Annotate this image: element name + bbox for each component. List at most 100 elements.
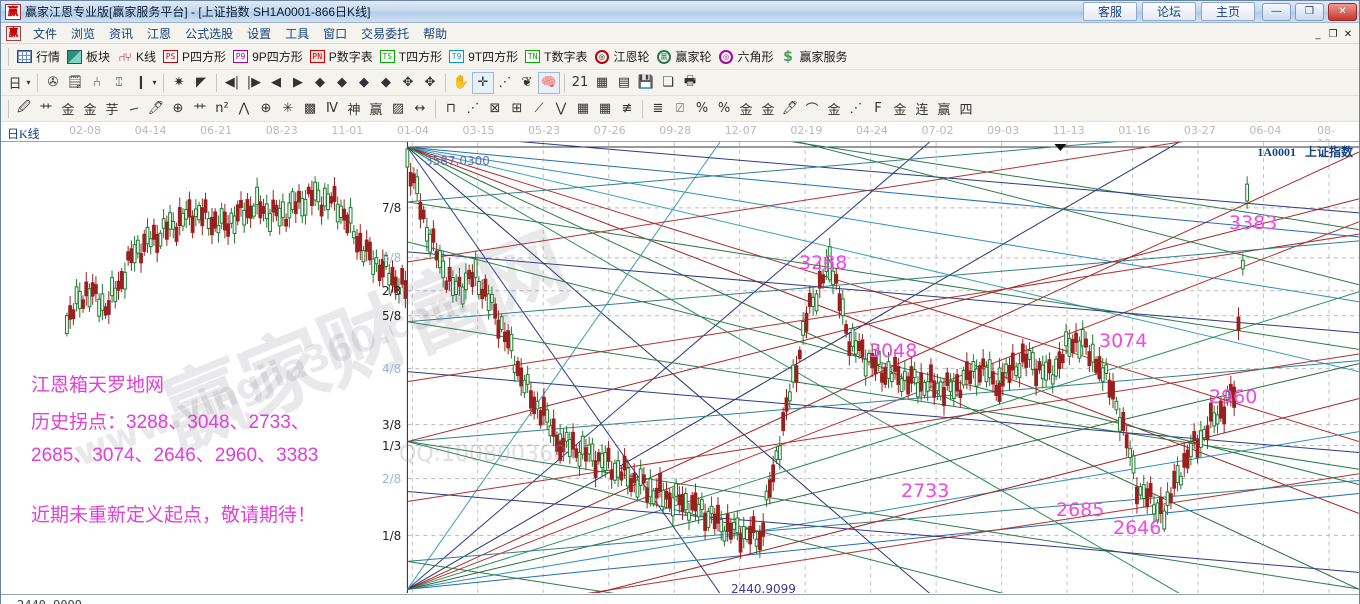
shen-icon[interactable]: 神 (347, 103, 361, 118)
save-icon[interactable]: 💾 (637, 75, 655, 90)
next-icon[interactable]: ▶ (293, 75, 303, 90)
homepage-button[interactable]: 主页 (1201, 2, 1255, 21)
toolbar-p-number-table[interactable]: PN P数字表 (306, 46, 376, 68)
zigzag-icon[interactable]: ⋁ (555, 101, 567, 116)
fan-square-icon[interactable]: ⊞ (511, 101, 523, 116)
formula-edit-icon[interactable]: ✷ (173, 75, 185, 90)
restore-button[interactable]: ❐ (1295, 2, 1324, 21)
single-bar-icon[interactable]: ❙ (135, 75, 147, 90)
ying-icon[interactable]: 赢 (369, 103, 383, 118)
toolbar-winner-wheel[interactable]: 赢赢家轮 (652, 46, 714, 68)
si-level-icon[interactable]: 四 (959, 103, 973, 118)
menu-window[interactable]: 窗口 (323, 26, 348, 41)
brain-analysis-icon[interactable]: 🧠 (538, 71, 560, 94)
toolbar-9p-square[interactable]: P9 9P四方形 (229, 46, 306, 68)
menu-formula-stock-pick[interactable]: 公式选股 (185, 26, 234, 41)
menu-news[interactable]: 资讯 (109, 26, 134, 41)
pen-draw-icon[interactable]: 🖉 (17, 99, 31, 115)
zoom-fit-icon[interactable]: ✥ (402, 75, 414, 90)
indicator-overlay-icon[interactable]: ✇ (47, 75, 59, 90)
angle-lines-icon[interactable]: ⋀ (238, 101, 250, 116)
toolbar-winner-service[interactable]: $ 赢家服务 (777, 46, 851, 68)
menu-trade-order[interactable]: 交易委托 (361, 26, 410, 41)
calendar-period-icon[interactable]: 日 (8, 77, 22, 92)
crosshair-icon[interactable]: ✛ (472, 71, 494, 94)
mdi-restore-button[interactable]: ❐ (1328, 29, 1338, 40)
menu-settings[interactable]: 设置 (247, 26, 272, 41)
hand-pan-icon[interactable]: ✋ (452, 75, 470, 90)
box-grid-icon[interactable]: ▩ (303, 101, 317, 116)
chevron-down-icon[interactable]: ▾ (152, 78, 157, 87)
trend-line-icon[interactable]: ⟋ (534, 101, 544, 116)
gann-gold-2-icon[interactable]: 金 (83, 103, 97, 118)
measure-icon[interactable]: ↔ (414, 101, 426, 116)
levels-icon[interactable]: ≣ (652, 101, 664, 116)
copy-icon[interactable]: ❏ (662, 75, 674, 90)
customer-service-button[interactable]: 客服 (1083, 2, 1137, 21)
fan-red-icon[interactable]: ⋰ (466, 101, 480, 116)
calendar-icon[interactable]: 21 (571, 75, 589, 90)
toolbar-gann-wheel[interactable]: ◎ 江恩轮 (590, 46, 652, 68)
ladder-icon[interactable]: 艹 (193, 103, 207, 118)
slash-level-icon[interactable]: ⋰ (849, 101, 863, 116)
toolbar-kline[interactable]: ⑁⑂ K线 (113, 46, 159, 68)
toolbar-t-square[interactable]: TS T四方形 (376, 46, 445, 68)
target-circle-icon[interactable]: ⊕ (260, 101, 272, 116)
arch-icon[interactable]: ⌒ (805, 103, 819, 118)
pen-red-icon[interactable]: 🖊 (781, 101, 799, 116)
grid-a-icon[interactable]: ▦ (576, 101, 590, 116)
ying-level-icon[interactable]: 赢 (937, 103, 951, 118)
percent-line-icon[interactable]: % (717, 101, 731, 116)
menu-gann[interactable]: 江恩 (147, 26, 172, 41)
zoom-right-icon[interactable]: ◆ (337, 75, 347, 90)
last-page-icon[interactable]: |▶ (246, 75, 262, 90)
toolbar-quotes[interactable]: 行情 (13, 46, 63, 68)
color-chart-icon[interactable]: ◤ (196, 75, 206, 90)
pen-arrow-icon[interactable]: 🖊 (147, 101, 165, 116)
percent-fan-icon[interactable]: ⍁ (676, 101, 684, 116)
toolbar-p-square[interactable]: PS P四方形 (159, 46, 229, 68)
percent-icon[interactable]: % (695, 101, 709, 116)
gold-level-icon[interactable]: 金 (893, 103, 907, 118)
print-icon[interactable]: 🖶 (683, 73, 697, 89)
menu-browse[interactable]: 浏览 (71, 26, 96, 41)
gann-grid-icon[interactable]: 艹 (39, 103, 53, 118)
box-frame-icon[interactable]: ⊓ (445, 101, 457, 116)
calculator-icon[interactable]: ▦ (595, 75, 609, 90)
menu-help[interactable]: 帮助 (423, 26, 448, 41)
chart-canvas[interactable]: 1A0001 上证指数 赢家财富网 www.yingjia360.com QQ:… (1, 142, 1359, 594)
zoom-in-icon[interactable]: ◆ (359, 75, 369, 90)
toolbar-9t-square[interactable]: T9 9T四方形 (445, 46, 521, 68)
close-button[interactable]: ✕ (1328, 2, 1357, 21)
minimize-button[interactable]: — (1262, 2, 1291, 21)
n-squared-icon[interactable]: n² (215, 101, 229, 116)
mesh-icon[interactable]: ▨ (391, 101, 405, 116)
circle-grid-icon[interactable]: ⊕ (172, 101, 184, 116)
gold-line-icon[interactable]: 金 (761, 103, 775, 118)
menu-tools[interactable]: 工具 (285, 26, 310, 41)
mdi-close-button[interactable]: ✕ (1343, 29, 1353, 40)
prev-icon[interactable]: ◀ (271, 75, 281, 90)
draw-line-icon[interactable]: ⋰ (498, 75, 512, 90)
gann-fan-grid-icon[interactable]: 芋 (105, 103, 119, 118)
toolbar-sectors[interactable]: 板块 (63, 46, 113, 68)
chevron-down-icon[interactable]: ▾ (26, 78, 31, 87)
zoom-left-icon[interactable]: ◆ (315, 75, 325, 90)
notes-icon[interactable]: ▤ (617, 75, 631, 90)
wave-mark-icon[interactable]: Ⅳ (326, 101, 338, 116)
list-report-icon[interactable]: 🗒 (66, 75, 84, 90)
forum-button[interactable]: 论坛 (1142, 2, 1196, 21)
f-level-icon[interactable]: F (874, 101, 882, 116)
grid-b-icon[interactable]: ▦ (598, 101, 612, 116)
slope-lines-icon[interactable]: ≢ (621, 101, 633, 116)
gann-gold-1-icon[interactable]: 金 (61, 103, 75, 118)
menu-file[interactable]: 文件 (33, 26, 58, 41)
toolbar-hexagon[interactable]: ◎ 六角形 (715, 46, 777, 68)
toolbar-t-number-table[interactable]: TN T数字表 (521, 46, 590, 68)
zoom-out-icon[interactable]: ◆ (381, 75, 391, 90)
mdi-minimize-button[interactable]: _ (1315, 29, 1321, 40)
fan-box-icon[interactable]: ⊠ (489, 101, 501, 116)
first-page-icon[interactable]: ◀| (224, 75, 240, 90)
spiral-icon[interactable]: ㇀ (127, 103, 141, 118)
draw-fan-icon[interactable]: ❦ (521, 75, 533, 90)
